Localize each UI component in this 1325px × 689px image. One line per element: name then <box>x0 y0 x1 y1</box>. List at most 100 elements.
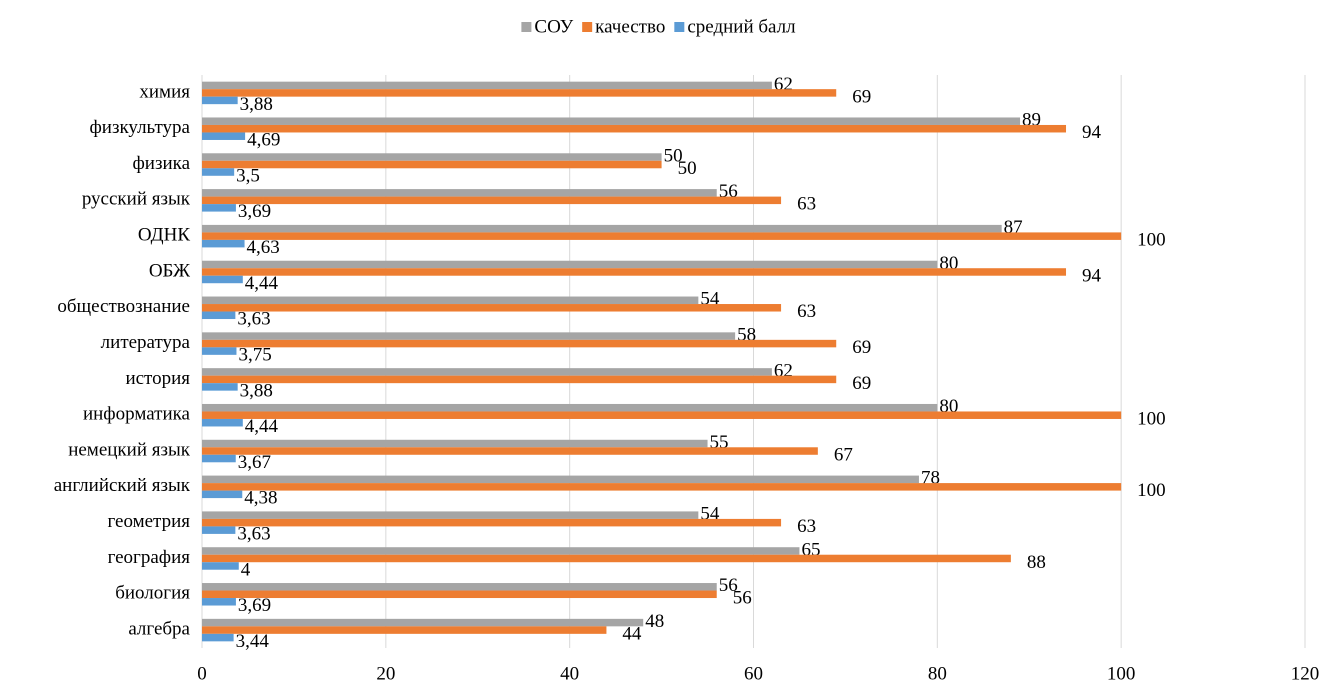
bar <box>202 439 708 448</box>
bar <box>202 132 246 140</box>
data-label: 56 <box>719 575 738 596</box>
x-tick-label: 120 <box>1291 663 1320 684</box>
bar <box>202 411 1122 419</box>
bar <box>202 475 919 484</box>
bar <box>202 168 235 176</box>
bar <box>202 268 1067 276</box>
data-label: 100 <box>1137 230 1166 251</box>
y-tick-label: русский язык <box>82 189 191 210</box>
bar <box>202 598 236 606</box>
data-label: 63 <box>797 194 816 215</box>
data-label: 88 <box>1027 552 1046 573</box>
data-label: 63 <box>797 301 816 322</box>
bar <box>202 518 782 527</box>
data-label: 50 <box>664 145 683 166</box>
y-tick-label: физика <box>132 153 190 174</box>
y-tick-label: химия <box>139 81 190 102</box>
data-label: 3,5 <box>236 165 260 186</box>
data-label: 3,88 <box>240 94 273 115</box>
bar <box>202 590 717 599</box>
bar <box>202 124 1067 133</box>
bar <box>202 626 607 634</box>
bar <box>202 304 782 312</box>
data-label: 3,44 <box>236 631 270 652</box>
bar <box>202 89 837 97</box>
data-label: 94 <box>1082 265 1102 286</box>
y-tick-label: информатика <box>83 404 191 425</box>
x-tick-label: 0 <box>197 663 207 684</box>
bar <box>202 239 245 248</box>
bar <box>202 347 237 355</box>
y-tick-label: ОБЖ <box>149 260 191 281</box>
bar <box>202 232 1122 240</box>
x-tick-label: 60 <box>744 663 763 684</box>
bar <box>202 275 243 284</box>
bar <box>202 583 717 591</box>
data-label: 4,63 <box>247 237 280 258</box>
y-tick-label: биология <box>115 583 190 604</box>
bar <box>202 260 938 269</box>
bar <box>202 311 236 320</box>
data-label: 69 <box>852 86 871 107</box>
data-label: 50 <box>678 158 697 179</box>
bar <box>202 490 243 499</box>
legend-swatch <box>582 22 593 32</box>
legend-label: СОУ <box>534 16 573 37</box>
data-label: 56 <box>733 588 752 609</box>
bar <box>202 224 1002 233</box>
data-label: 94 <box>1082 122 1102 143</box>
data-label: 3,63 <box>237 309 270 330</box>
data-label: 100 <box>1137 409 1166 430</box>
data-label: 3,75 <box>238 344 271 365</box>
bar <box>202 633 234 642</box>
data-label: 67 <box>834 444 853 465</box>
data-label: 3,69 <box>238 201 271 222</box>
bar <box>202 383 238 391</box>
bar <box>202 81 772 90</box>
x-tick-label: 40 <box>560 663 579 684</box>
y-tick-label: история <box>125 368 190 389</box>
bar <box>202 189 717 197</box>
bar <box>202 339 837 348</box>
y-tick-label: литература <box>101 332 191 353</box>
legend-label: средний балл <box>687 16 796 37</box>
bar <box>202 554 1011 563</box>
bar <box>202 96 238 105</box>
bar <box>202 368 772 376</box>
bar <box>202 454 236 463</box>
data-label: 100 <box>1137 480 1166 501</box>
data-label: 4,44 <box>245 273 279 294</box>
bar <box>202 160 662 169</box>
y-tick-label: геометрия <box>107 511 190 532</box>
bar <box>202 332 736 340</box>
bar <box>202 196 782 205</box>
bar <box>202 526 236 534</box>
y-tick-label: физкультура <box>89 117 190 138</box>
data-label: 3,88 <box>240 380 273 401</box>
data-label: 3,63 <box>237 524 270 545</box>
data-label: 69 <box>852 337 871 358</box>
legend-swatch <box>674 22 685 32</box>
bar <box>202 204 236 212</box>
data-label: 63 <box>797 516 816 537</box>
data-label: 4,44 <box>245 416 279 437</box>
y-tick-label: немецкий язык <box>68 439 191 460</box>
data-label: 4 <box>241 559 251 580</box>
bar <box>202 562 239 570</box>
bar <box>202 511 699 519</box>
legend-label: качество <box>595 16 665 37</box>
bar <box>202 483 1122 491</box>
bar <box>202 296 699 305</box>
x-tick-label: 100 <box>1107 663 1136 684</box>
y-tick-label: английский язык <box>54 475 191 496</box>
y-tick-label: география <box>108 547 191 568</box>
bar <box>202 547 800 555</box>
data-label: 4,69 <box>247 130 280 151</box>
bar <box>202 447 818 455</box>
y-tick-label: алгебра <box>128 618 190 639</box>
bar <box>202 418 243 427</box>
data-label: 48 <box>645 611 664 632</box>
x-tick-label: 20 <box>376 663 395 684</box>
data-label: 44 <box>622 623 642 644</box>
